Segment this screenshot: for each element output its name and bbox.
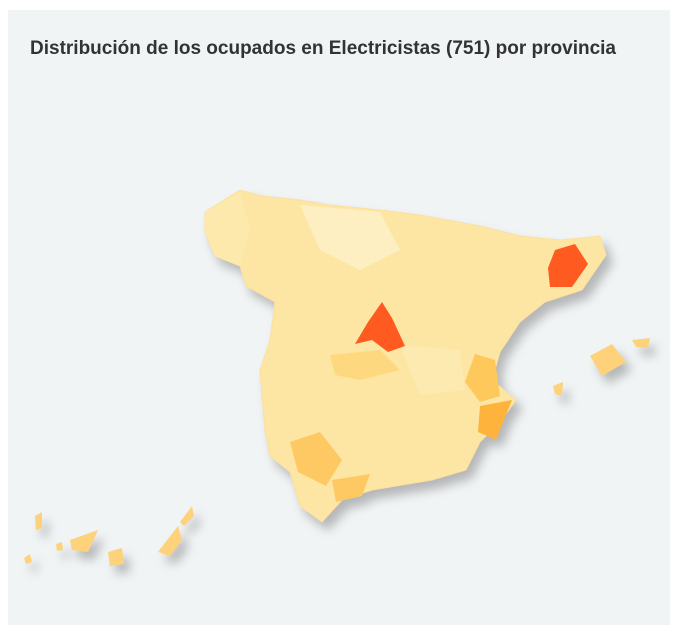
region (478, 400, 512, 440)
island (56, 542, 63, 551)
region (290, 432, 342, 486)
island (158, 526, 182, 556)
map-title: Distribución de los ocupados en Electric… (30, 38, 616, 59)
island (553, 382, 563, 396)
island (24, 554, 32, 564)
island (70, 530, 98, 552)
canary-islands (24, 506, 194, 566)
region (548, 244, 588, 287)
island (108, 548, 124, 566)
balearic-islands (553, 338, 650, 396)
region (205, 192, 250, 266)
island (632, 338, 650, 348)
region (300, 205, 400, 270)
region (330, 350, 400, 380)
mainland (204, 189, 607, 523)
island (180, 506, 194, 526)
region (465, 354, 500, 402)
island (35, 512, 42, 530)
region (332, 474, 370, 502)
region (355, 302, 405, 352)
region (400, 345, 465, 395)
island (590, 344, 626, 376)
